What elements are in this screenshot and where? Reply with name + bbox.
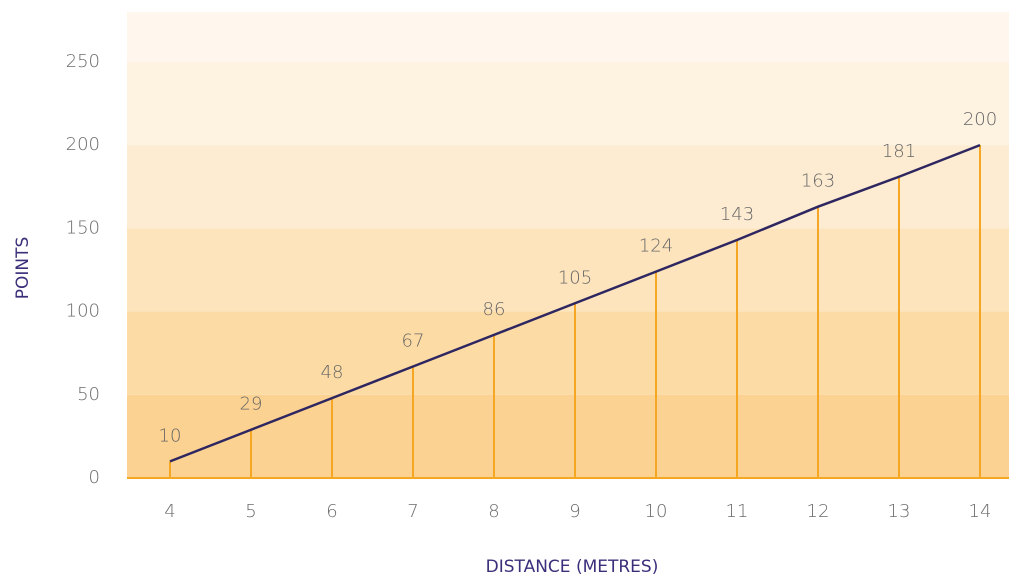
- x-tick-label: 9: [569, 501, 580, 522]
- background-band: [127, 311, 1009, 395]
- background-band: [127, 145, 1009, 229]
- data-labels: 10 29 48 67 86 105 124 143 163 181 200: [159, 109, 998, 446]
- x-tick-label: 7: [407, 501, 418, 522]
- data-label: 163: [801, 171, 835, 192]
- background-band: [127, 394, 1009, 478]
- y-axis-title: POINTS: [13, 237, 33, 300]
- x-tick-label: 4: [164, 501, 175, 522]
- data-label: 48: [321, 362, 344, 383]
- drop-lines: [169, 145, 981, 478]
- x-tick-label: 12: [807, 501, 830, 522]
- data-label: 10: [159, 425, 182, 446]
- x-tick-label: 5: [245, 501, 256, 522]
- series-line: [169, 143, 981, 463]
- y-tick-label: 150: [66, 217, 100, 238]
- x-axis-title: DISTANCE (METRES): [486, 557, 659, 577]
- x-tick-label: 8: [488, 501, 499, 522]
- y-tick-label: 50: [77, 384, 100, 405]
- x-tick-label: 13: [888, 501, 911, 522]
- y-tick-label: 100: [66, 301, 100, 322]
- data-label: 124: [639, 236, 673, 257]
- background-bands: [127, 12, 1009, 478]
- y-tick-label: 200: [66, 134, 100, 155]
- data-label: 29: [240, 394, 263, 415]
- x-tick-label: 6: [326, 501, 337, 522]
- data-label: 86: [483, 299, 506, 320]
- y-tick-label: 0: [89, 467, 100, 488]
- data-label: 143: [720, 204, 754, 225]
- data-label: 67: [402, 330, 425, 351]
- data-label: 200: [963, 109, 997, 130]
- x-tick-label: 10: [645, 501, 668, 522]
- x-axis-ticks: 4 5 6 7 8 9 10 11 12 13 14: [164, 501, 991, 522]
- background-band: [127, 12, 1009, 62]
- y-tick-label: 250: [66, 51, 100, 72]
- y-axis-ticks: 0 50 100 150 200 250: [66, 51, 100, 488]
- x-tick-label: 11: [726, 501, 749, 522]
- x-tick-label: 14: [969, 501, 992, 522]
- background-band: [127, 228, 1009, 312]
- data-label: 105: [558, 267, 592, 288]
- background-band: [127, 61, 1009, 146]
- data-label: 181: [882, 141, 916, 162]
